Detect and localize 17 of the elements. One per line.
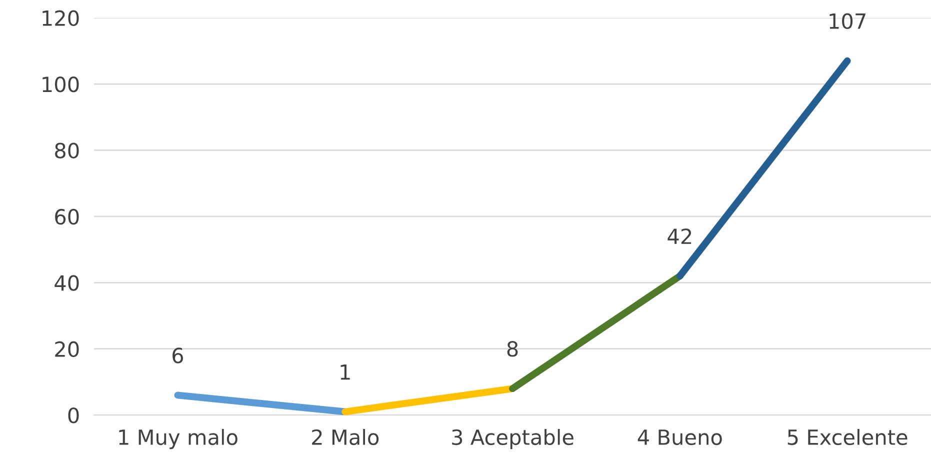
x-tick-label: 4 Bueno: [638, 430, 722, 446]
data-label: 1: [340, 364, 350, 380]
y-tick-label: 100: [42, 76, 79, 92]
y-tick-label: 20: [55, 341, 79, 358]
data-label: 42: [668, 228, 692, 244]
x-tick-label: 5 Excelente: [788, 428, 908, 446]
y-tick-label: 80: [55, 142, 79, 158]
y-tick-label: 0: [68, 408, 79, 424]
y-tick-label: 40: [54, 275, 79, 291]
x-tick-label: 1 Muy malo: [119, 428, 238, 450]
x-tick-label: 3 Aceptable: [452, 428, 574, 450]
data-label: 6: [172, 348, 184, 364]
y-tick-label: 60: [55, 208, 79, 225]
data-label: 8: [507, 341, 518, 357]
y-tick-label: 120: [42, 10, 79, 26]
x-tick-label: 2 Malo: [312, 428, 379, 446]
data-label: 107: [830, 13, 866, 30]
